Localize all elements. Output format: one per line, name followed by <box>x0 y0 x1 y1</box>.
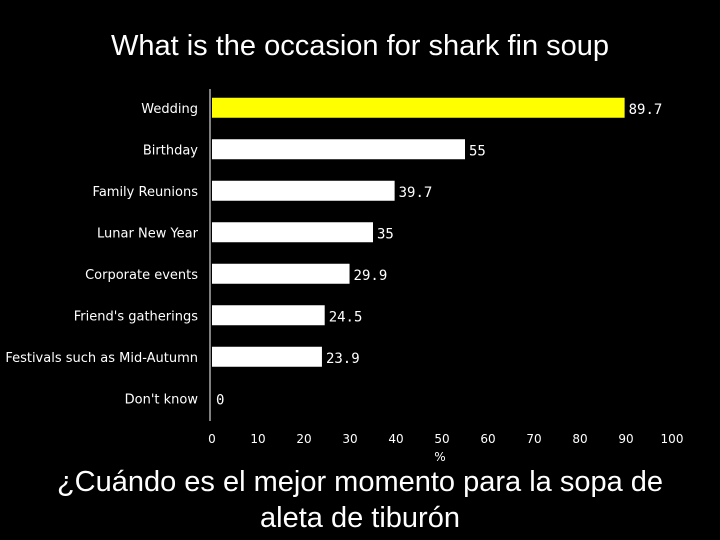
x-tick-label: 70 <box>526 432 541 446</box>
category-label: Wedding <box>141 102 198 117</box>
data-label: 55 <box>469 143 486 159</box>
bar <box>212 263 350 284</box>
x-axis-label: % <box>434 450 445 464</box>
data-label: 23.9 <box>326 351 360 367</box>
x-tick-label: 20 <box>296 432 311 446</box>
x-tick-label: 40 <box>388 432 403 446</box>
bar <box>212 139 465 160</box>
x-tick-label: 10 <box>250 432 265 446</box>
data-label: 0 <box>216 392 224 408</box>
x-tick-label: 30 <box>342 432 357 446</box>
bars-layer <box>212 97 625 367</box>
chart-title: What is the occasion for shark fin soup <box>110 30 610 62</box>
chart-subtitle: ¿Cuándo es el mejor momento para la sopa… <box>56 466 664 534</box>
category-label: Family Reunions <box>93 185 199 200</box>
data-label: 29.9 <box>354 268 388 284</box>
x-tick-label: 60 <box>480 432 495 446</box>
data-label: 89.7 <box>629 102 663 118</box>
category-label: Corporate events <box>85 268 198 283</box>
x-tick-label: 50 <box>434 432 449 446</box>
x-tick-label: 90 <box>618 432 633 446</box>
category-label: Friend's gatherings <box>74 309 198 324</box>
labels-layer: Wedding 89.7 Birthday 55 Family Reunions 39.7… <box>5 102 662 409</box>
x-tick-label: 100 <box>661 432 684 446</box>
data-label: 39.7 <box>399 185 433 201</box>
x-axis: 0 10 20 30 40 50 60 70 80 90 100% <box>208 89 683 464</box>
bar <box>212 305 325 326</box>
x-tick-label: 80 <box>572 432 587 446</box>
bar <box>212 180 395 201</box>
category-label: Lunar New Year <box>97 226 199 241</box>
category-label: Don't know <box>125 392 199 407</box>
data-label: 24.5 <box>329 309 363 325</box>
bar <box>212 346 322 367</box>
bar <box>212 97 625 118</box>
x-tick-label: 0 <box>208 432 216 446</box>
data-label: 35 <box>377 226 394 242</box>
category-label: Festivals such as Mid-Autumn <box>5 351 198 366</box>
category-label: Birthday <box>143 143 198 158</box>
bar <box>212 222 373 243</box>
